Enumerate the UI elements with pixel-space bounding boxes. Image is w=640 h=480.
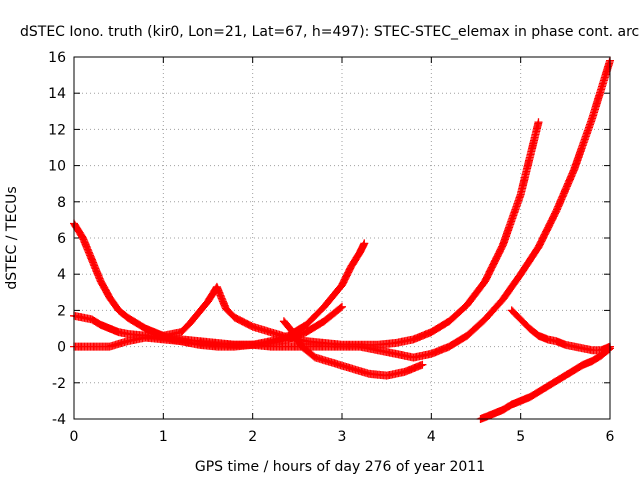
data-series: [70, 219, 195, 347]
chart-title: dSTEC Iono. truth (kir0, Lon=21, Lat=67,…: [20, 24, 640, 40]
y-axis-title: dSTEC / TECUs: [4, 186, 20, 289]
y-tick-label: 6: [57, 231, 66, 247]
y-tick-label: 2: [57, 303, 66, 319]
data-point-markers: [279, 317, 427, 380]
data-series: [507, 306, 614, 355]
y-tick-label: 0: [57, 340, 66, 356]
y-tick-label: -4: [52, 412, 66, 428]
data-point-markers: [195, 56, 614, 362]
x-tick-label: 1: [159, 429, 168, 445]
x-tick-label: 4: [427, 429, 436, 445]
data-series: [195, 56, 614, 362]
data-point-markers: [70, 219, 195, 347]
data-series: [159, 118, 543, 349]
x-tick-label: 5: [516, 429, 525, 445]
x-axis-title: GPS time / hours of day 276 of year 2011: [195, 459, 485, 475]
y-tick-label: 4: [57, 267, 66, 283]
x-tick-label: 3: [338, 429, 347, 445]
y-tick-label: 10: [48, 159, 66, 175]
data-point-markers: [476, 344, 614, 423]
y-tick-label: 16: [48, 50, 66, 66]
data-points: [70, 56, 614, 423]
plot-frame: [73, 56, 611, 420]
y-tick-label: 12: [48, 122, 66, 138]
y-tick-label: -2: [52, 376, 66, 392]
y-tick-label: 8: [57, 195, 66, 211]
data-point-markers: [159, 118, 543, 349]
data-series: [476, 344, 614, 423]
data-point-markers: [507, 306, 614, 355]
x-tick-label: 6: [606, 429, 615, 445]
x-tick-label: 2: [248, 429, 257, 445]
y-tick-label: 14: [48, 86, 66, 102]
x-tick-label: 0: [70, 429, 79, 445]
data-series: [279, 317, 427, 380]
